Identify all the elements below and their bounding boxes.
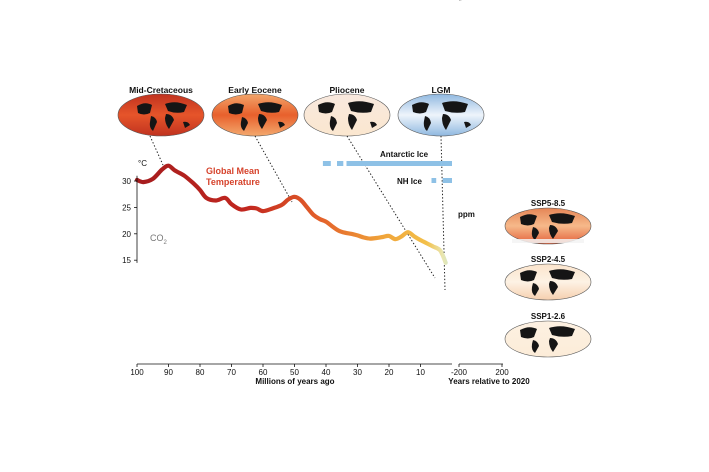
x-tick-label: 60 [259, 368, 268, 377]
ice-bar-antarctic-segment [346, 161, 452, 166]
co2-series-label: CO2 [150, 233, 168, 246]
temperature-y-tick-label: 30 [122, 177, 131, 186]
co2-axis-unit: ppm [458, 210, 475, 219]
ice-bar-nh-segment [442, 178, 452, 183]
continents-icon [520, 213, 575, 240]
temperature-series-label: Global Mean [206, 166, 260, 176]
future-x-axis-label: Years relative to 2020 [448, 377, 530, 386]
temperature-series-label-line2: Temperature [206, 177, 260, 187]
co2-line [137, 0, 446, 2]
temperature-y-tick-label: 15 [122, 256, 131, 265]
future-x-tick-label: -200 [451, 368, 468, 377]
axes: 100 90 80 70 60 50 40 30 20 10 30 25 20 15 [122, 175, 452, 377]
co2-label-main: CO [150, 233, 164, 243]
period-label-pliocene: Pliocene [330, 85, 365, 95]
future-x-tick-label: 200 [495, 368, 509, 377]
x-tick-label: 20 [385, 368, 394, 377]
ice-bar-antarctic-segment [337, 161, 344, 166]
x-tick-label: 90 [164, 368, 173, 377]
co2-layer [137, 0, 446, 19]
ice-bars [322, 161, 452, 183]
continents-icon [228, 102, 285, 131]
period-label-mid-cretaceous: Mid-Cretaceous [129, 85, 193, 95]
scenario-map-ssp2-4.5: SSP2-4.5 [504, 255, 592, 301]
antarctic-ice-label: Antarctic Ice [380, 150, 429, 159]
ice-bar-antarctic-segment [322, 161, 331, 166]
temperature-line [134, 163, 448, 265]
nh-ice-label: NH Ice [397, 177, 422, 186]
scenario-label-ssp2-4.5: SSP2-4.5 [531, 255, 566, 264]
temperature-layer [134, 163, 448, 265]
scenario-label-ssp1-2.6: SSP1-2.6 [531, 312, 566, 321]
period-map-pliocene: Pliocene [303, 85, 391, 137]
co2-uncertainty-band [137, 0, 446, 19]
continents-icon [137, 102, 190, 131]
co2-label-sub: 2 [164, 240, 168, 246]
temperature-y-tick-label: 25 [122, 203, 131, 212]
continents-icon [520, 269, 575, 296]
x-tick-label: 30 [353, 368, 362, 377]
map-connectors [149, 135, 446, 291]
scenario-label-ssp5-8.5: SSP5-8.5 [531, 199, 566, 208]
scenario-map-ssp5-8.5: SSP5-8.5 [504, 199, 592, 245]
x-tick-label: 50 [290, 368, 299, 377]
future-panel: -20020020001000500 [451, 0, 509, 377]
x-tick-label: 100 [130, 368, 144, 377]
period-label-early-eocene: Early Eocene [228, 85, 282, 95]
period-map-lgm: LGM [397, 85, 485, 137]
period-label-lgm: LGM [432, 85, 451, 95]
temperature-y-tick-label: 20 [122, 230, 131, 239]
x-tick-label: 80 [196, 368, 205, 377]
ice-bar-nh-segment [431, 178, 437, 183]
x-axis-label: Millions of years ago [255, 377, 334, 386]
x-tick-label: 70 [227, 368, 236, 377]
scenario-map-ssp1-2.6: SSP1-2.6 [504, 312, 592, 358]
period-map-mid-cretaceous: Mid-Cretaceous [117, 85, 205, 137]
continents-icon [520, 326, 575, 353]
period-map-early-eocene: Early Eocene [211, 85, 299, 137]
continents-icon [318, 101, 377, 131]
continents-icon [412, 101, 471, 131]
temperature-axis-unit: °C [138, 159, 147, 168]
x-tick-label: 10 [416, 368, 425, 377]
x-tick-label: 40 [322, 368, 331, 377]
